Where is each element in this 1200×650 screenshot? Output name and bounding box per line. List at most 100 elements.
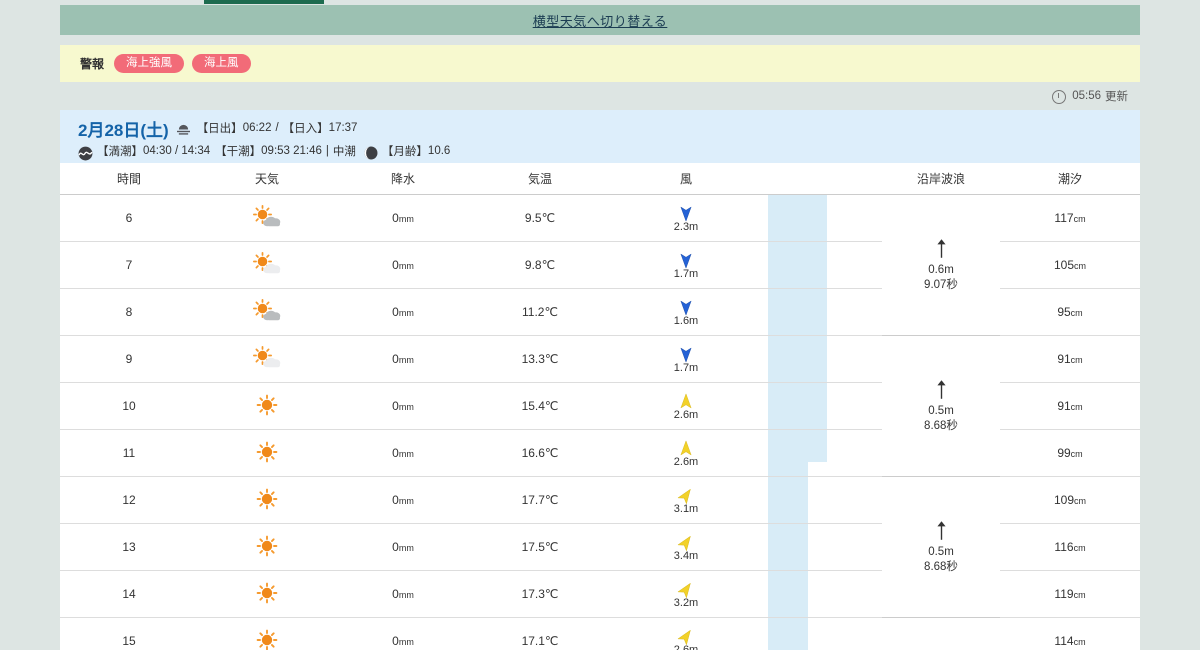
wave-height-label: 0.5m [928, 546, 954, 559]
col-header-tide: 潮汐 [1000, 163, 1140, 195]
weather-icon-sunny [250, 441, 284, 468]
cell-weather [198, 523, 336, 571]
cell-tide: 119cm [1000, 570, 1140, 618]
cell-temp: 9.5℃ [470, 194, 610, 242]
cell-temp: 17.3℃ [470, 570, 610, 618]
cell-spacer [762, 335, 882, 383]
cell-wave [882, 617, 1000, 650]
cell-weather [198, 382, 336, 430]
table-row: 13 0mm 17.5℃ 3.4m 116cm [60, 523, 1140, 571]
wind-direction-arrow-icon [663, 204, 709, 223]
table-row: 8 0mm 11.2℃ 1.6m 95cm [60, 288, 1140, 336]
cell-wind: 3.2m [610, 570, 762, 618]
cell-temp: 13.3℃ [470, 335, 610, 383]
col-header-wave: 沿岸波浪 [882, 163, 1000, 195]
cell-tide: 114cm [1000, 617, 1140, 650]
cell-rain: 0mm [336, 617, 470, 650]
cell-spacer [762, 617, 882, 650]
day-header-line-1: 2月28日(土) 【日出】 06:22 / 【日入】 17:37 [78, 117, 1140, 140]
page-title: 2月28日(土) [78, 120, 169, 140]
wind-direction-arrow-icon [663, 345, 709, 364]
wave-period-label: 8.68秒 [924, 419, 958, 432]
wind-direction-arrow-icon [663, 627, 709, 646]
cell-spacer [762, 194, 882, 242]
weather-icon-sunny-cloudy [250, 298, 284, 327]
active-tab-indicator[interactable] [204, 0, 324, 4]
cell-wind: 2.3m [610, 194, 762, 242]
cell-time: 8 [60, 288, 198, 336]
cell-time: 10 [60, 382, 198, 430]
table-header-row: 時間 天気 降水 気温 風 沿岸波浪 潮汐 [60, 163, 1140, 195]
update-timestamp: 05:56 更新 [60, 82, 1140, 110]
table-row: 15 0mm 17.1℃ 2.6m 114cm [60, 617, 1140, 650]
wind-direction-arrow-icon [663, 533, 709, 552]
cell-weather [198, 335, 336, 383]
col-header-rain: 降水 [336, 163, 470, 195]
weather-icon-sunny [250, 629, 284, 650]
cell-time: 13 [60, 523, 198, 571]
switch-to-horizontal-link[interactable]: 横型天気へ切り替える [532, 13, 668, 29]
cell-weather [198, 476, 336, 524]
cell-weather [198, 194, 336, 242]
warning-badge-0[interactable]: 海上強風 [114, 53, 185, 74]
cell-temp: 17.7℃ [470, 476, 610, 524]
top-tab-strip [0, 0, 1200, 5]
table-row: 10 0mm 15.4℃ 2.6m 91cm [60, 382, 1140, 430]
cell-weather [198, 429, 336, 477]
cell-spacer [762, 382, 882, 430]
cell-rain: 0mm [336, 382, 470, 430]
wind-direction-arrow-icon [663, 392, 709, 411]
cell-time: 9 [60, 335, 198, 383]
cell-tide: 91cm [1000, 335, 1140, 383]
cell-weather [198, 617, 336, 650]
cell-time: 11 [60, 429, 198, 477]
wind-direction-arrow-icon [663, 486, 709, 505]
low-tide-times: 09:53 21:46 [261, 145, 322, 157]
low-tide-label: 【干潮】 [215, 146, 262, 158]
cell-time: 12 [60, 476, 198, 524]
warning-badge-1[interactable]: 海上風 [192, 53, 251, 74]
wave-height-label: 0.6m [928, 264, 954, 277]
cell-weather [198, 288, 336, 336]
table-row: 11 0mm 16.6℃ 2.6m 99cm [60, 429, 1140, 477]
col-header-time: 時間 [60, 163, 198, 195]
cell-spacer [762, 288, 882, 336]
cell-rain: 0mm [336, 335, 470, 383]
wind-direction-arrow-icon [663, 298, 709, 317]
cell-wave: 0.6m 9.07秒 [882, 194, 1000, 336]
cell-tide: 99cm [1000, 429, 1140, 477]
warning-label: 警報 [80, 57, 105, 71]
cell-time: 6 [60, 194, 198, 242]
cell-temp: 9.8℃ [470, 241, 610, 289]
sunset-time: 17:37 [328, 122, 358, 134]
wind-speed-label: 3.2m [673, 596, 699, 609]
cell-spacer [762, 476, 882, 524]
cell-tide: 109cm [1000, 476, 1140, 524]
tide-type-separator: | [325, 145, 329, 157]
cell-wind: 2.6m [610, 382, 762, 430]
cell-temp: 17.5℃ [470, 523, 610, 571]
wind-speed-label: 2.6m [673, 643, 699, 650]
weather-icon-sunny-cloudy-light [250, 251, 284, 280]
moon-age-value: 10.6 [427, 145, 451, 157]
cell-tide: 116cm [1000, 523, 1140, 571]
cell-rain: 0mm [336, 288, 470, 336]
cell-spacer [762, 523, 882, 571]
wave-arrow-icon [883, 379, 999, 404]
cell-time: 14 [60, 570, 198, 618]
cell-wind: 2.6m [610, 429, 762, 477]
cell-rain: 0mm [336, 523, 470, 571]
sun-separator: / [275, 122, 279, 134]
cell-temp: 16.6℃ [470, 429, 610, 477]
wind-direction-arrow-icon [663, 439, 709, 458]
moon-icon [364, 146, 378, 160]
wind-speed-label: 2.3m [673, 220, 699, 233]
cell-weather [198, 570, 336, 618]
cell-time: 15 [60, 617, 198, 650]
sunrise-label: 【日出】 [196, 123, 243, 135]
switch-view-bar: 横型天気へ切り替える [60, 5, 1140, 35]
cell-wind: 1.6m [610, 288, 762, 336]
wind-speed-label: 2.6m [673, 408, 699, 421]
cell-tide: 105cm [1000, 241, 1140, 289]
